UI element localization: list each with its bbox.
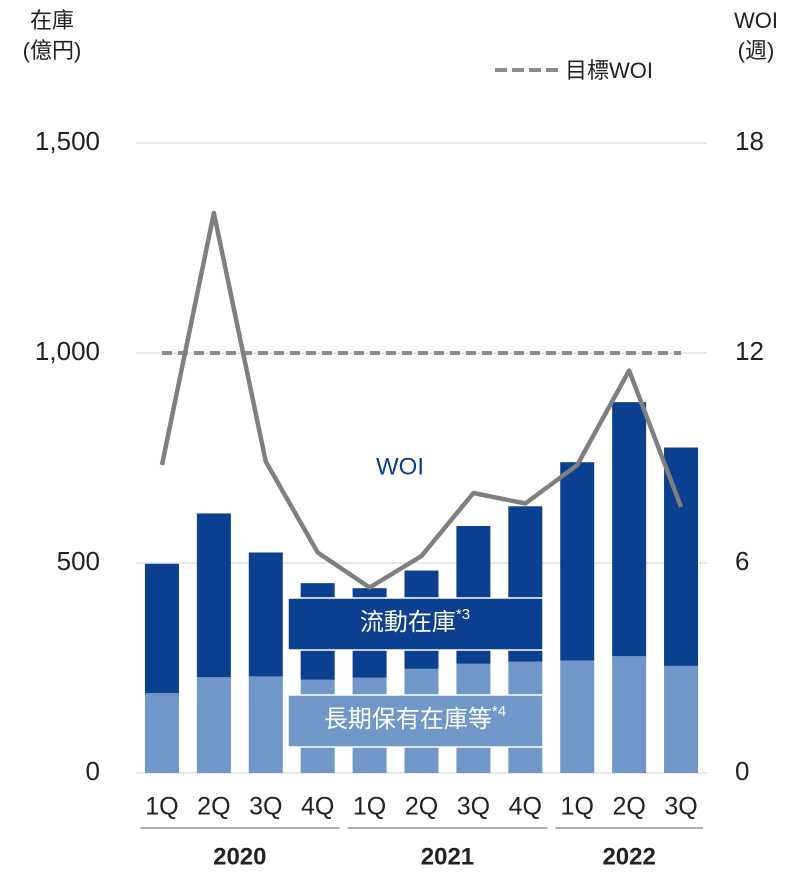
y-tick-label: 500 bbox=[57, 546, 100, 576]
left-axis-label: (億円) bbox=[23, 38, 82, 63]
legend-name: 長期保有在庫等 bbox=[324, 706, 492, 733]
bar-segment bbox=[560, 660, 595, 773]
bar-segment bbox=[248, 676, 283, 773]
x-tick-label: 4Q bbox=[301, 793, 334, 821]
y2-tick-label: 6 bbox=[735, 546, 749, 576]
bar-segment bbox=[196, 677, 231, 773]
group-label: 2022 bbox=[602, 843, 655, 870]
bar-segment bbox=[664, 665, 699, 773]
right-axis-label: (週) bbox=[738, 38, 775, 63]
bar-segment bbox=[560, 462, 595, 661]
y2-tick-label: 12 bbox=[735, 336, 764, 366]
right-axis-label: WOI bbox=[734, 8, 778, 33]
x-tick-label: 3Q bbox=[457, 793, 490, 821]
legend-label: 目標WOI bbox=[565, 58, 653, 83]
x-tick-label: 3Q bbox=[249, 793, 282, 821]
group-label: 2021 bbox=[421, 843, 474, 870]
series-label: WOI bbox=[376, 453, 424, 480]
legend-note: *4 bbox=[492, 703, 506, 720]
group-label: 2020 bbox=[213, 843, 266, 870]
x-tick-label: 1Q bbox=[561, 793, 594, 821]
bar-segment bbox=[248, 552, 283, 677]
x-tick-label: 1Q bbox=[353, 793, 386, 821]
y-tick-label: 1,000 bbox=[35, 336, 100, 366]
x-tick-label: 2Q bbox=[612, 793, 645, 821]
bar-segment bbox=[612, 656, 647, 773]
x-tick-label: 1Q bbox=[145, 793, 178, 821]
y-tick-label: 0 bbox=[86, 756, 100, 786]
left-axis-label: 在庫 bbox=[30, 8, 74, 33]
y-tick-label: 1,500 bbox=[35, 126, 100, 156]
x-tick-label: 3Q bbox=[664, 793, 697, 821]
y2-tick-label: 18 bbox=[735, 126, 764, 156]
legend-box bbox=[287, 597, 544, 651]
legend-label: 流動在庫*3 bbox=[360, 606, 470, 636]
x-tick-label: 2Q bbox=[197, 793, 230, 821]
legend-note: *3 bbox=[456, 606, 470, 623]
bar-segment bbox=[612, 402, 647, 657]
x-tick-label: 4Q bbox=[509, 793, 542, 821]
bar-segment bbox=[664, 447, 699, 666]
legend-name: 流動在庫 bbox=[360, 609, 456, 636]
legend-label: 長期保有在庫等*4 bbox=[324, 703, 506, 733]
bar-segment bbox=[196, 513, 231, 678]
x-tick-label: 2Q bbox=[405, 793, 438, 821]
bar-segment bbox=[144, 563, 179, 694]
legend-box bbox=[287, 694, 544, 748]
y2-tick-label: 0 bbox=[735, 756, 749, 786]
bar-segment bbox=[144, 693, 179, 773]
woi-line bbox=[159, 210, 684, 590]
